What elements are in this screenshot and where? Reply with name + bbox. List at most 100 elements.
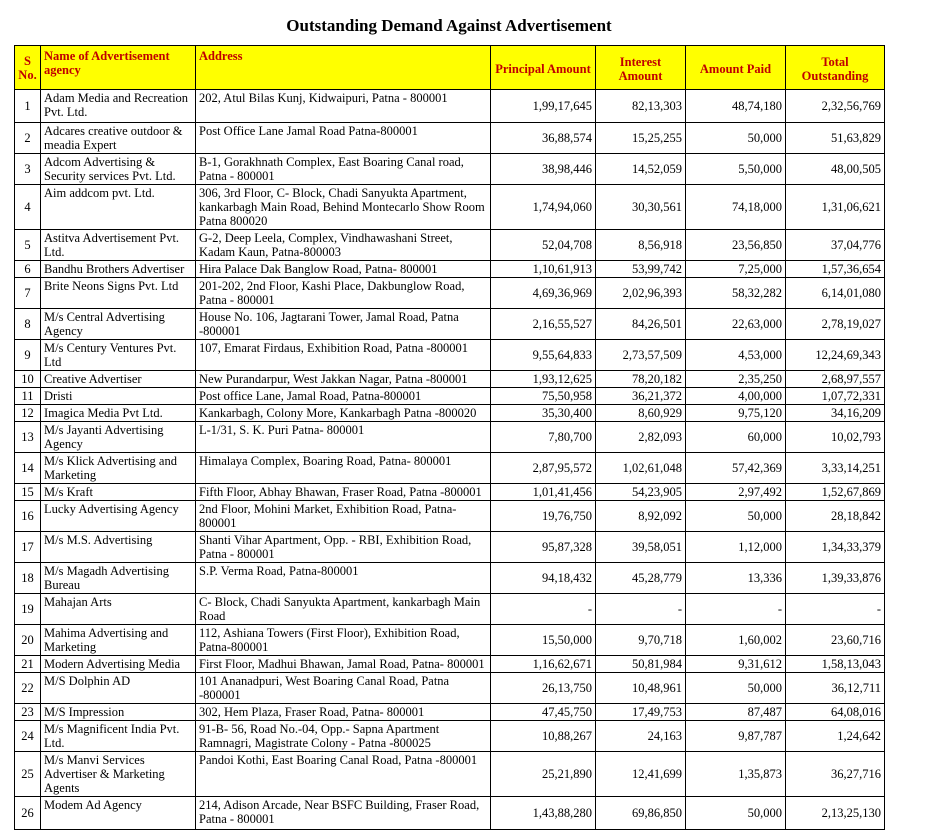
- row-sno: 9: [14, 339, 41, 371]
- row-total: -: [785, 593, 885, 625]
- row-total: 12,24,69,343: [785, 339, 885, 371]
- row-address: First Floor, Madhui Bhawan, Jamal Road, …: [195, 655, 491, 673]
- row-address: S.P. Verma Road, Patna-800001: [195, 562, 491, 594]
- row-interest: 53,99,742: [595, 260, 686, 278]
- row-agency-name: Modern Advertising Media: [40, 655, 196, 673]
- row-agency-name: Astitva Advertisement Pvt. Ltd.: [40, 229, 196, 261]
- table-row: 16 Lucky Advertising Agency 2nd Floor, Moh…: [14, 500, 885, 532]
- row-paid: 58,32,282: [685, 277, 786, 309]
- row-paid: 13,336: [685, 562, 786, 594]
- row-sno: 3: [14, 153, 41, 185]
- row-total: 37,04,776: [785, 229, 885, 261]
- row-paid: 5,50,000: [685, 153, 786, 185]
- row-interest: 39,58,051: [595, 531, 686, 563]
- row-agency-name: Adcares creative outdoor & meadia Expert: [40, 122, 196, 154]
- row-principal: 4,69,36,969: [490, 277, 596, 309]
- row-interest: 8,92,092: [595, 500, 686, 532]
- header-interest-amount: Interest Amount: [595, 45, 686, 90]
- outstanding-demand-table: S No. Name of Advertisement agency Addre…: [14, 45, 885, 830]
- table-row: 10 Creative Advertiser New Purandarpur, We…: [14, 370, 885, 388]
- row-interest: 24,163: [595, 720, 686, 752]
- header-address: Address: [195, 45, 491, 90]
- row-interest: 14,52,059: [595, 153, 686, 185]
- row-paid: 9,75,120: [685, 404, 786, 422]
- row-interest: 8,56,918: [595, 229, 686, 261]
- row-sno: 5: [14, 229, 41, 261]
- row-sno: 11: [14, 387, 41, 405]
- row-sno: 16: [14, 500, 41, 532]
- row-principal: 2,87,95,572: [490, 452, 596, 484]
- row-sno: 25: [14, 751, 41, 797]
- table-row: 13 M/s Jayanti Advertising Agency L-1/31, …: [14, 421, 885, 453]
- row-address: 107, Emarat Firdaus, Exhibition Road, Pa…: [195, 339, 491, 371]
- row-sno: 12: [14, 404, 41, 422]
- row-interest: 9,70,718: [595, 624, 686, 656]
- row-agency-name: M/s Central Advertising Agency: [40, 308, 196, 340]
- row-address: Shanti Vihar Apartment, Opp. - RBI, Exhi…: [195, 531, 491, 563]
- row-address: 91-B- 56, Road No.-04, Opp.- Sapna Apart…: [195, 720, 491, 752]
- row-principal: 19,76,750: [490, 500, 596, 532]
- row-paid: 7,25,000: [685, 260, 786, 278]
- row-paid: 2,97,492: [685, 483, 786, 501]
- row-address: 101 Ananadpuri, West Boaring Canal Road,…: [195, 672, 491, 704]
- row-principal: 36,88,574: [490, 122, 596, 154]
- row-sno: 4: [14, 184, 41, 230]
- row-interest: -: [595, 593, 686, 625]
- row-agency-name: Aim addcom pvt. Ltd.: [40, 184, 196, 230]
- table-row: 17 M/s M.S. Advertising Shanti Vihar Apart…: [14, 531, 885, 563]
- row-interest: 45,28,779: [595, 562, 686, 594]
- row-paid: 60,000: [685, 421, 786, 453]
- row-agency-name: M/s Kraft: [40, 483, 196, 501]
- row-total: 1,07,72,331: [785, 387, 885, 405]
- row-principal: -: [490, 593, 596, 625]
- row-sno: 8: [14, 308, 41, 340]
- row-principal: 1,01,41,456: [490, 483, 596, 501]
- table-row: 6 Bandhu Brothers Advertiser Hira Palace D…: [14, 260, 885, 278]
- row-address: B-1, Gorakhnath Complex, East Boaring Ca…: [195, 153, 491, 185]
- row-paid: 2,35,250: [685, 370, 786, 388]
- header-principal-amount: Principal Amount: [490, 45, 596, 90]
- table-row: 2 Adcares creative outdoor & meadia Exper…: [14, 122, 885, 154]
- row-address: House No. 106, Jagtarani Tower, Jamal Ro…: [195, 308, 491, 340]
- row-interest: 30,30,561: [595, 184, 686, 230]
- row-address: Fifth Floor, Abhay Bhawan, Fraser Road, …: [195, 483, 491, 501]
- row-principal: 1,43,88,280: [490, 796, 596, 830]
- header-total-outstanding: Total Outstanding: [785, 45, 885, 90]
- row-total: 51,63,829: [785, 122, 885, 154]
- row-agency-name: Creative Advertiser: [40, 370, 196, 388]
- row-paid: 1,12,000: [685, 531, 786, 563]
- row-total: 36,27,716: [785, 751, 885, 797]
- row-agency-name: Mahajan Arts: [40, 593, 196, 625]
- row-paid: 50,000: [685, 122, 786, 154]
- table-row: 8 M/s Central Advertising Agency House No.…: [14, 308, 885, 340]
- table-row: 14 M/s Klick Advertising and Marketing Him…: [14, 452, 885, 484]
- row-paid: 48,74,180: [685, 89, 786, 123]
- row-interest: 15,25,255: [595, 122, 686, 154]
- row-interest: 2,82,093: [595, 421, 686, 453]
- row-interest: 1,02,61,048: [595, 452, 686, 484]
- row-total: 64,08,016: [785, 703, 885, 721]
- row-sno: 1: [14, 89, 41, 123]
- row-agency-name: Bandhu Brothers Advertiser: [40, 260, 196, 278]
- table-row: 12 Imagica Media Pvt Ltd. Kankarbagh, Colo…: [14, 404, 885, 422]
- row-total: 1,34,33,379: [785, 531, 885, 563]
- row-total: 1,24,642: [785, 720, 885, 752]
- row-total: 34,16,209: [785, 404, 885, 422]
- table-row: 3 Adcom Advertising & Security services P…: [14, 153, 885, 185]
- row-address: New Purandarpur, West Jakkan Nagar, Patn…: [195, 370, 491, 388]
- header-sno: S No.: [14, 45, 41, 90]
- row-agency-name: M/s Magadh Advertising Bureau: [40, 562, 196, 594]
- row-interest: 12,41,699: [595, 751, 686, 797]
- row-sno: 21: [14, 655, 41, 673]
- row-principal: 9,55,64,833: [490, 339, 596, 371]
- row-total: 3,33,14,251: [785, 452, 885, 484]
- row-principal: 1,99,17,645: [490, 89, 596, 123]
- row-paid: -: [685, 593, 786, 625]
- row-agency-name: Adcom Advertising & Security services Pv…: [40, 153, 196, 185]
- row-sno: 24: [14, 720, 41, 752]
- row-total: 1,58,13,043: [785, 655, 885, 673]
- row-total: 36,12,711: [785, 672, 885, 704]
- row-paid: 9,31,612: [685, 655, 786, 673]
- row-total: 10,02,793: [785, 421, 885, 453]
- row-address: Post Office Lane Jamal Road Patna-800001: [195, 122, 491, 154]
